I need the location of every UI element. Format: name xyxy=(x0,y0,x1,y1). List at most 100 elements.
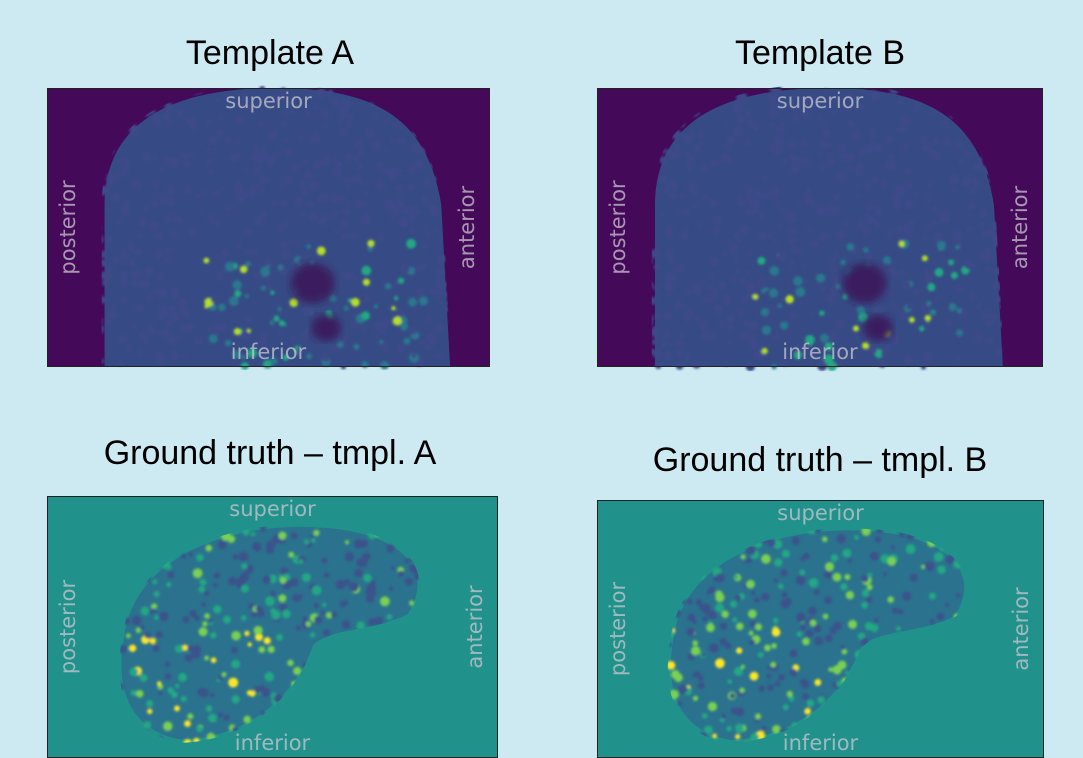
texture-dot xyxy=(206,705,213,712)
texture-dot xyxy=(761,289,766,294)
texture-dot xyxy=(314,603,319,608)
texture-dot xyxy=(136,690,144,698)
texture-dot xyxy=(775,681,781,687)
texture-dot xyxy=(820,140,828,148)
texture-dot xyxy=(770,662,776,668)
texture-dot xyxy=(814,589,820,595)
texture-dot xyxy=(802,638,810,646)
texture-dot xyxy=(131,279,139,287)
texture-dot xyxy=(384,149,389,154)
texture-dot xyxy=(856,163,865,172)
texture-dot xyxy=(264,258,272,266)
texture-dot xyxy=(201,602,206,607)
texture-dot xyxy=(823,614,829,620)
texture-dot xyxy=(664,229,673,238)
texture-dot xyxy=(333,228,339,234)
texture-dot xyxy=(680,232,689,241)
texture-dot xyxy=(216,254,221,259)
texture-dot xyxy=(399,219,408,228)
texture-dot xyxy=(792,537,800,545)
texture-dot xyxy=(737,115,741,119)
texture-dot xyxy=(768,539,776,547)
texture-dot xyxy=(281,199,288,206)
texture-dot xyxy=(261,687,271,697)
texture-dot xyxy=(200,688,209,697)
texture-dot xyxy=(683,151,689,157)
texture-dot xyxy=(746,119,753,126)
texture-dot xyxy=(400,174,404,178)
texture-dot xyxy=(806,188,811,193)
texture-dot xyxy=(324,572,330,578)
texture-dot xyxy=(294,197,303,206)
texture-dot xyxy=(737,309,744,316)
texture-dot xyxy=(830,266,838,274)
texture-dot xyxy=(921,137,927,143)
texture-dot xyxy=(767,231,773,237)
texture-dot xyxy=(156,353,166,363)
texture-dot xyxy=(158,165,164,171)
texture-dot xyxy=(174,706,180,712)
texture-dot xyxy=(780,599,790,609)
texture-dot xyxy=(734,575,738,579)
texture-dot xyxy=(907,304,913,310)
texture-dot xyxy=(368,587,372,591)
texture-dot xyxy=(345,182,349,186)
texture-dot xyxy=(401,138,406,143)
texture-dot xyxy=(726,315,734,323)
texture-dot xyxy=(314,616,322,624)
texture-dot xyxy=(398,278,404,284)
texture-dot xyxy=(892,608,898,614)
texture-dot xyxy=(774,134,779,139)
texture-dot xyxy=(864,212,868,216)
texture-dot xyxy=(391,566,395,570)
texture-dot xyxy=(202,190,208,196)
texture-dot xyxy=(391,306,395,310)
texture-dot xyxy=(873,304,883,314)
texture-dot xyxy=(865,215,874,224)
texture-dot xyxy=(820,233,829,242)
texture-dot xyxy=(755,713,761,719)
texture-dot xyxy=(152,579,157,584)
texture-dot xyxy=(343,177,349,183)
texture-dot xyxy=(372,113,378,119)
texture-dot xyxy=(380,361,389,370)
texture-dot xyxy=(867,584,873,590)
texture-dot xyxy=(874,220,882,228)
texture-dot xyxy=(736,623,744,631)
texture-dot xyxy=(270,320,275,325)
orientation-label: posterior xyxy=(606,180,630,275)
texture-dot xyxy=(800,140,807,147)
texture-dot xyxy=(790,649,798,657)
texture-dot xyxy=(283,138,288,143)
texture-dot xyxy=(352,276,357,281)
texture-dot xyxy=(196,726,203,733)
texture-dot xyxy=(393,316,402,325)
texture-dot xyxy=(267,155,276,164)
texture-dot xyxy=(368,246,373,251)
texture-dot xyxy=(906,544,916,554)
texture-dot xyxy=(870,128,876,134)
texture-dot xyxy=(147,709,152,714)
texture-dot xyxy=(140,279,150,289)
texture-dot xyxy=(730,601,737,608)
texture-dot xyxy=(258,646,265,653)
texture-dot xyxy=(849,123,854,128)
texture-dot xyxy=(827,158,836,167)
texture-dot xyxy=(789,266,793,270)
texture-dot xyxy=(904,200,913,209)
texture-dot xyxy=(199,586,205,592)
texture-dot xyxy=(154,184,158,188)
texture-dot xyxy=(842,549,851,558)
texture-dot xyxy=(945,603,949,607)
texture-dot xyxy=(322,354,327,359)
texture-dot xyxy=(727,324,734,331)
texture-dot xyxy=(761,308,769,316)
texture-dot xyxy=(301,330,310,339)
texture-dot xyxy=(254,686,261,693)
texture-dot xyxy=(323,214,330,221)
orientation-label: anterior xyxy=(1009,587,1033,671)
texture-dot xyxy=(155,632,162,639)
texture-dot xyxy=(199,627,208,636)
texture-dot xyxy=(806,226,812,232)
texture-dot xyxy=(727,340,733,346)
